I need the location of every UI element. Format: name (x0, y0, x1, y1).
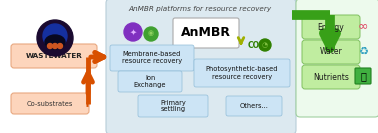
Circle shape (53, 43, 57, 49)
Text: Water: Water (320, 47, 342, 57)
Text: Membrane-based
resource recovery: Membrane-based resource recovery (122, 51, 182, 65)
FancyBboxPatch shape (11, 93, 89, 114)
Circle shape (43, 24, 67, 48)
FancyBboxPatch shape (226, 96, 282, 116)
Text: AnMBR platforms for resource recovery: AnMBR platforms for resource recovery (129, 6, 271, 12)
Text: Energy: Energy (318, 22, 344, 32)
Text: Co-substrates: Co-substrates (27, 101, 73, 107)
Text: ✦: ✦ (130, 28, 136, 36)
FancyBboxPatch shape (302, 65, 360, 89)
FancyBboxPatch shape (138, 95, 208, 117)
FancyBboxPatch shape (302, 40, 360, 64)
Text: WASTEWATER: WASTEWATER (26, 53, 82, 59)
Text: ∞: ∞ (358, 20, 368, 32)
Text: Photosynthetic-based
resource recovery: Photosynthetic-based resource recovery (206, 66, 278, 80)
Text: Nutrients: Nutrients (313, 72, 349, 82)
Text: 🌿: 🌿 (360, 71, 366, 81)
FancyBboxPatch shape (302, 15, 360, 39)
Text: ♻: ♻ (358, 46, 368, 56)
Text: Ion
Exchange: Ion Exchange (134, 75, 166, 88)
Text: 2: 2 (260, 47, 264, 51)
Circle shape (57, 43, 62, 49)
FancyBboxPatch shape (11, 44, 97, 68)
Text: Primary
settling: Primary settling (160, 99, 186, 113)
Circle shape (48, 43, 53, 49)
FancyBboxPatch shape (194, 59, 290, 87)
Text: CO: CO (248, 41, 260, 51)
Circle shape (144, 27, 158, 41)
FancyBboxPatch shape (355, 68, 371, 84)
Ellipse shape (45, 35, 65, 49)
Circle shape (124, 23, 142, 41)
FancyBboxPatch shape (106, 0, 296, 133)
FancyBboxPatch shape (110, 45, 194, 71)
FancyBboxPatch shape (296, 0, 378, 117)
Text: ◔: ◔ (262, 42, 268, 48)
Text: ◉: ◉ (148, 30, 154, 36)
Text: AnMBR: AnMBR (181, 26, 231, 40)
Text: Others...: Others... (240, 103, 268, 109)
FancyBboxPatch shape (173, 18, 239, 48)
Circle shape (259, 39, 271, 51)
FancyBboxPatch shape (118, 71, 182, 92)
Circle shape (37, 20, 73, 56)
